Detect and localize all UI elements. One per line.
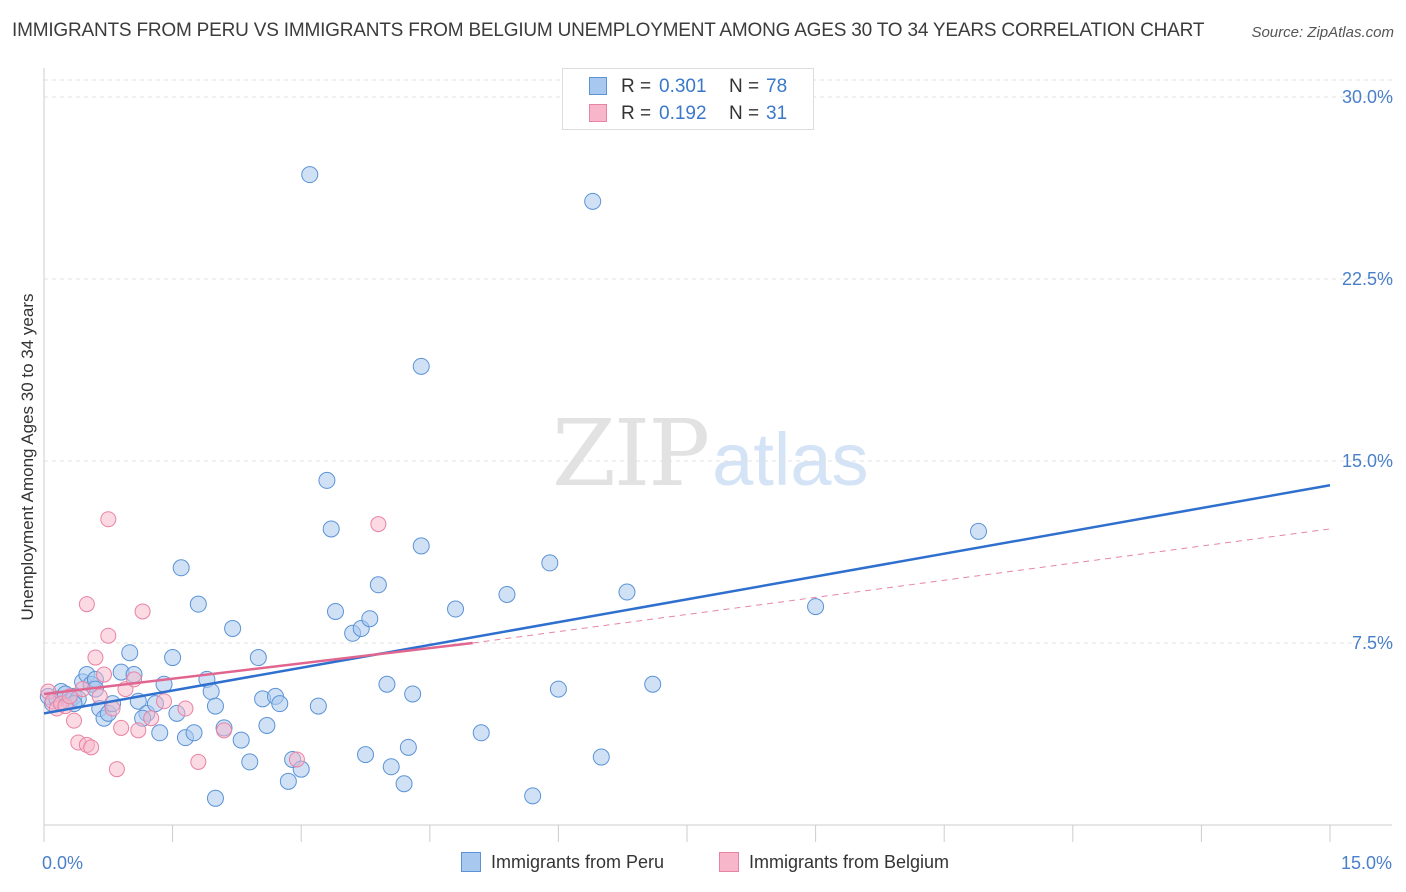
point-peru — [412, 537, 430, 555]
grid-lines — [44, 79, 1392, 644]
point-peru — [326, 602, 344, 620]
point-peru — [361, 610, 379, 628]
trend-lines — [43, 484, 1331, 715]
point-peru — [249, 649, 267, 667]
trend-line-belgium-extension — [472, 528, 1331, 644]
legend-r-label: R = — [621, 103, 652, 124]
bottom-legend-label-peru: Immigrants from Peru — [491, 852, 665, 872]
point-peru — [592, 748, 610, 766]
point-peru — [206, 789, 224, 807]
point-belgium — [66, 712, 83, 729]
point-peru — [395, 775, 413, 793]
point-peru — [618, 583, 636, 601]
bottom-legend-swatch-belgium — [719, 852, 739, 872]
point-belgium — [134, 603, 151, 620]
legend-n-label: N = — [729, 76, 760, 97]
point-belgium — [96, 666, 113, 683]
y-tick-label: 22.5% — [1342, 269, 1393, 289]
point-belgium — [143, 710, 160, 727]
point-peru — [224, 619, 242, 637]
legend-n-value: 78 — [766, 76, 788, 97]
point-peru — [189, 595, 207, 613]
point-peru — [472, 724, 490, 742]
point-peru — [404, 685, 422, 703]
trend-line-belgium — [43, 641, 473, 696]
point-belgium — [113, 719, 130, 736]
point-belgium — [108, 761, 125, 778]
point-peru — [524, 787, 542, 805]
legend-swatch-peru — [589, 77, 607, 95]
legend-n-label: N = — [729, 103, 760, 124]
point-peru — [279, 772, 297, 790]
point-peru — [369, 576, 387, 594]
point-belgium — [87, 649, 104, 666]
source-credit: Source: ZipAtlas.com — [1251, 24, 1394, 41]
point-peru — [318, 471, 336, 489]
point-peru — [164, 649, 182, 667]
y-tick-label: 15.0% — [1342, 451, 1393, 471]
point-peru — [309, 697, 327, 715]
watermark: ZIPatlas — [552, 400, 868, 507]
point-peru — [807, 598, 825, 616]
legend-swatch-belgium — [589, 104, 607, 122]
trend-line-peru — [43, 484, 1331, 715]
tick-labels: 7.5% 15.0% 22.5% 30.0% 0.0% 15.0% — [42, 87, 1393, 873]
point-belgium — [61, 688, 78, 705]
point-peru — [232, 731, 250, 749]
point-belgium — [83, 739, 100, 756]
point-peru — [584, 192, 602, 210]
point-peru — [447, 600, 465, 618]
point-peru — [498, 585, 516, 603]
point-belgium — [130, 722, 147, 739]
point-belgium — [190, 753, 207, 770]
point-peru — [258, 717, 276, 735]
point-peru — [644, 675, 662, 693]
legend-r-value: 0.301 — [659, 76, 707, 97]
legend-n-value: 31 — [766, 103, 788, 124]
x-tick-label: 0.0% — [42, 853, 83, 873]
chart-title: IMMIGRANTS FROM PERU VS IMMIGRANTS FROM … — [12, 20, 1205, 41]
watermark-atlas: atlas — [712, 418, 869, 501]
point-belgium — [156, 693, 173, 710]
point-peru — [151, 724, 169, 742]
point-peru — [322, 520, 340, 538]
point-peru — [399, 738, 417, 756]
point-peru — [271, 695, 289, 713]
correlation-legend: R = 0.301 N = 78 R = 0.192 N = 31 — [562, 68, 814, 130]
series-belgium-points — [40, 511, 387, 778]
point-peru — [185, 724, 203, 742]
point-peru — [382, 758, 400, 776]
point-peru — [241, 753, 259, 771]
point-peru — [969, 522, 987, 540]
point-belgium — [216, 722, 233, 739]
point-belgium — [370, 516, 387, 533]
legend-r-value: 0.192 — [659, 103, 707, 124]
point-peru — [206, 697, 224, 715]
y-tick-label: 7.5% — [1352, 633, 1393, 653]
point-peru — [357, 746, 374, 764]
point-belgium — [100, 511, 117, 528]
point-peru — [121, 644, 139, 662]
point-belgium — [177, 700, 194, 717]
bottom-legend-label-belgium: Immigrants from Belgium — [749, 852, 950, 872]
axes — [43, 68, 1392, 842]
point-peru — [172, 559, 190, 577]
bottom-legend-swatch-peru — [461, 852, 481, 872]
point-belgium — [78, 596, 95, 613]
point-peru — [378, 675, 396, 693]
bottom-legend-belgium: Immigrants from Belgium — [719, 852, 949, 873]
point-peru — [412, 357, 430, 375]
watermark-zip: ZIP — [552, 400, 710, 507]
y-tick-label: 30.0% — [1342, 87, 1393, 107]
legend-r-label: R = — [621, 76, 652, 97]
bottom-legend-peru: Immigrants from Peru — [461, 852, 664, 873]
point-peru — [301, 166, 319, 184]
point-belgium — [100, 627, 117, 644]
point-peru — [549, 680, 567, 698]
point-belgium — [288, 751, 305, 768]
point-peru — [541, 554, 559, 572]
x-tick-label: 15.0% — [1341, 853, 1392, 873]
